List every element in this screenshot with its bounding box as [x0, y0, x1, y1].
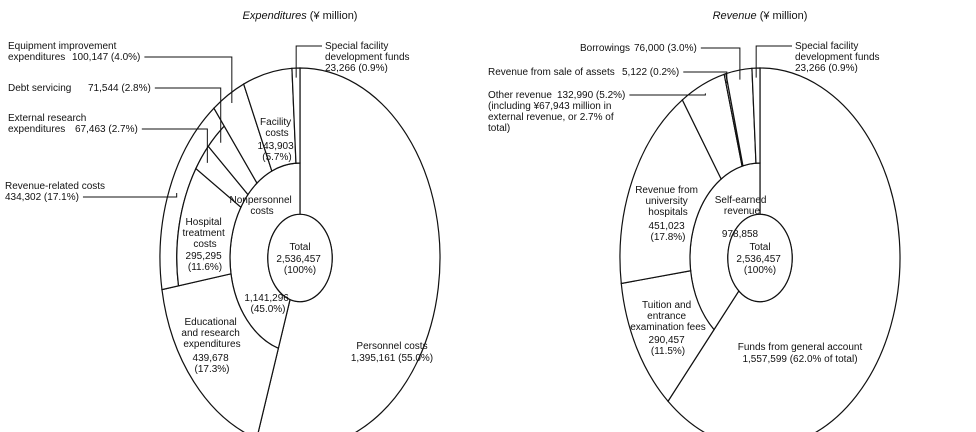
value-label: 2,536,457 (100%) — [736, 254, 783, 276]
value-label: 143,903 (5.7%) — [258, 141, 297, 163]
center-circle — [727, 213, 793, 303]
label: Other revenue — [488, 90, 552, 101]
label: Tuition and entrance examination fees — [630, 300, 706, 333]
leader-line — [755, 45, 792, 78]
leader-line — [141, 128, 208, 163]
value-label: 434,302 (17.1%) — [5, 192, 79, 203]
unit: (¥ million) — [760, 10, 808, 22]
value-label: 439,678 (17.3%) — [193, 353, 232, 375]
label: Revenue-related costs — [5, 181, 105, 192]
value-label: 1,395,161 (55.0%) — [351, 353, 433, 364]
value-label: 67,463 (2.7%) — [75, 124, 138, 135]
label: Educational and research expenditures — [181, 317, 242, 350]
slice — [751, 67, 761, 164]
slice — [291, 67, 301, 164]
leader-line — [629, 93, 706, 96]
value-label: 71,544 (2.8%) — [88, 83, 151, 94]
value-label: 1,557,599 (62.0% of total) — [742, 354, 857, 365]
label: Revenue from sale of assets — [488, 67, 615, 78]
value-label: 1,141,296 (45.0%) — [244, 293, 291, 315]
leader-line — [144, 56, 233, 104]
value-label: 295,295 (11.6%) — [186, 251, 225, 273]
label: Self-earned revenue — [715, 195, 769, 217]
chart-title: Expenditures (¥ million) — [243, 10, 358, 22]
value-label: 100,147 (4.0%) — [72, 52, 140, 63]
label: Revenue from university hospitals — [635, 185, 701, 218]
unit: (¥ million) — [310, 10, 358, 22]
label: External research expenditures — [8, 113, 89, 135]
title: Expenditures — [243, 10, 308, 22]
label: Facility costs — [260, 117, 294, 139]
leader-line — [295, 45, 322, 78]
label: Special facility development funds — [325, 41, 410, 63]
leader-line — [700, 47, 741, 80]
value-label: 451,023 (17.8%) — [649, 221, 688, 243]
label: Funds from general account — [738, 342, 863, 353]
value-label: 23,266 (0.9%) — [325, 63, 388, 74]
leader-line — [82, 192, 178, 198]
leader-line — [154, 87, 222, 143]
label: Debt servicing — [8, 83, 71, 94]
slice — [619, 98, 722, 285]
value-label: 132,990 (5.2%) — [557, 90, 625, 101]
value-label: 5,122 (0.2%) — [622, 67, 679, 78]
title: Revenue — [713, 10, 757, 22]
label: Total — [289, 242, 310, 253]
value-label: 76,000 (3.0%) — [634, 43, 697, 54]
note: (including ¥67,943 million in external r… — [488, 101, 616, 134]
label: Total — [749, 242, 770, 253]
value-label: 978,858 — [722, 229, 759, 240]
center-circle — [267, 213, 333, 303]
chart-title: Revenue (¥ million) — [713, 10, 808, 22]
label: Hospital treatment costs — [182, 217, 227, 250]
leader-line — [683, 71, 728, 84]
slice — [161, 273, 280, 432]
label: Special facility development funds — [795, 41, 880, 63]
label: Equipment improvement expenditures — [8, 41, 119, 63]
label: Personnel costs — [356, 341, 427, 352]
label: Borrowings — [580, 43, 630, 54]
label: Nonpersonnel costs — [229, 195, 294, 217]
value-label: 290,457 (11.5%) — [649, 335, 688, 357]
value-label: 2,536,457 (100%) — [276, 254, 323, 276]
value-label: 23,266 (0.9%) — [795, 63, 858, 74]
